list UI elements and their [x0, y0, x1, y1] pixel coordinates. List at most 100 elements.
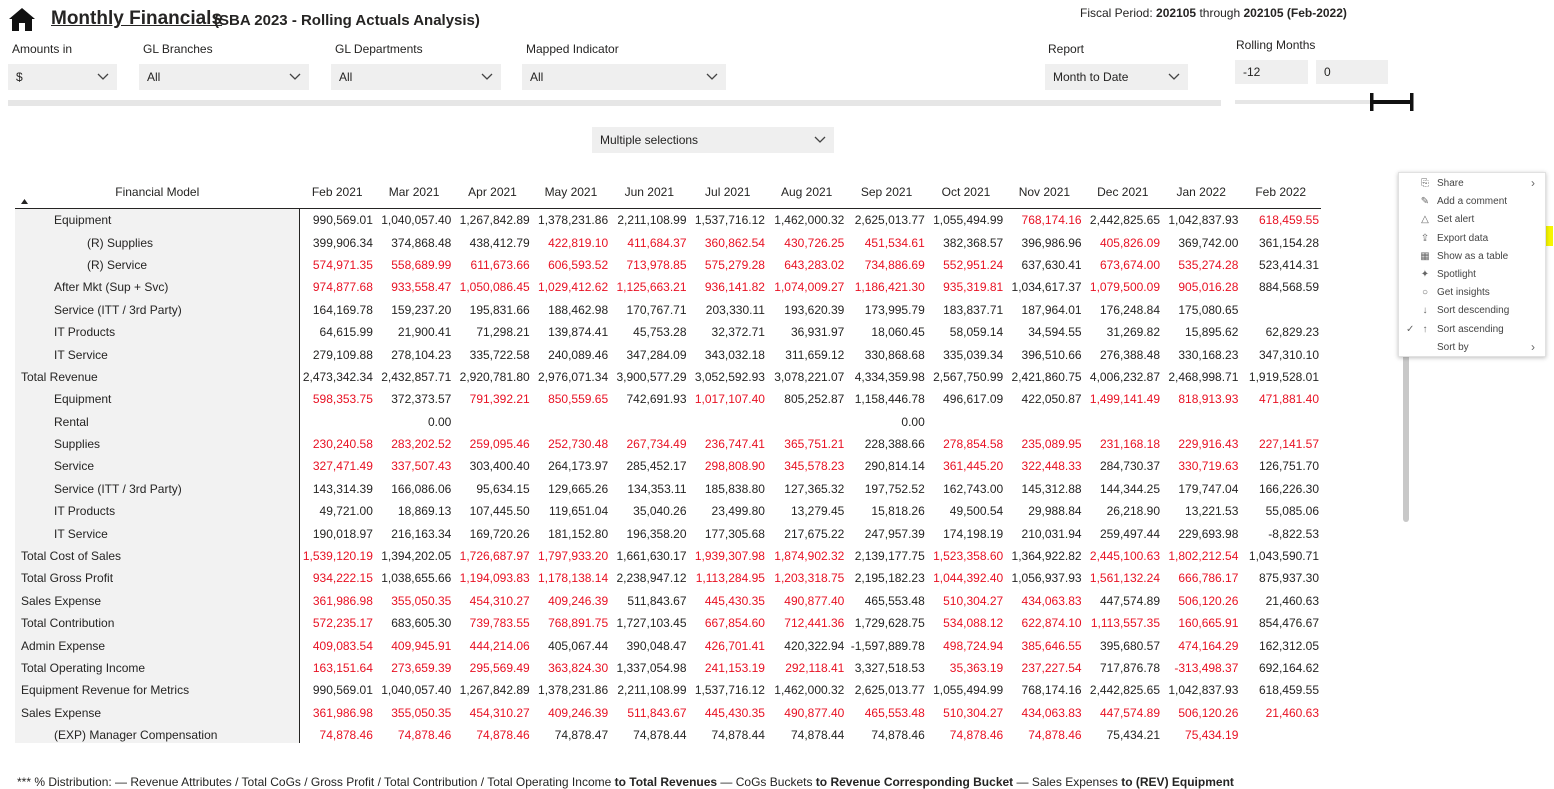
row-label: Service (ITT / 3rd Party): [15, 298, 301, 321]
table-cell: 1,874,902.32: [774, 549, 845, 564]
menu-item-sort-ascending[interactable]: ↑ Sort ascending ✓: [1399, 320, 1545, 338]
column-header[interactable]: Oct 2021: [926, 176, 1006, 209]
table-cell: 162,743.00: [943, 481, 1004, 496]
table-cell: 335,722.58: [469, 347, 530, 362]
menu-item-sort-descending[interactable]: ↓ Sort descending: [1399, 301, 1545, 319]
table-cell: 31,269.82: [1106, 325, 1160, 340]
table-cell: 712,441.36: [784, 616, 845, 631]
column-header[interactable]: May 2021: [531, 176, 611, 209]
table-cell: 267,734.49: [626, 437, 687, 452]
multi-select-dropdown[interactable]: Multiple selections: [592, 127, 834, 153]
table-cell: 1,017,107.40: [694, 392, 765, 407]
table-cell: 683,605.30: [391, 616, 452, 631]
table-cell: 259,497.44: [1099, 526, 1160, 541]
row-label: Total Cost of Sales: [15, 544, 301, 568]
table-cell: 4,006,232.87: [1089, 369, 1160, 384]
row-label: Equipment: [15, 388, 301, 411]
table-row: Equipment 990,569.01 1,040,057.40 1,267,842…: [15, 208, 1321, 232]
table-cell: 276,388.48: [1099, 347, 1160, 362]
table-row: (R) Supplies 399,906.34 374,868.48 438,412.…: [15, 231, 1321, 254]
menu-item-share[interactable]: ⎘ Share ›: [1399, 174, 1545, 192]
menu-item-show-as-a-table[interactable]: ▦ Show as a table: [1399, 247, 1545, 265]
menu-item-set-alert[interactable]: △ Set alert: [1399, 210, 1545, 228]
table-cell: 666,786.17: [1178, 571, 1239, 586]
table-cell: 337,507.43: [391, 459, 452, 474]
table-cell: 369,742.00: [1178, 235, 1239, 250]
report-dropdown[interactable]: Month to Date: [1045, 64, 1188, 90]
branches-value: All: [147, 70, 161, 84]
table-cell: 159,237.20: [391, 302, 452, 317]
column-header[interactable]: Apr 2021: [453, 176, 532, 209]
menu-item-sort-by[interactable]: Sort by ›: [1399, 338, 1545, 356]
table-cell: 465,553.48: [864, 593, 925, 608]
table-cell: 45,753.28: [633, 325, 687, 340]
menu-item-label: Spotlight: [1437, 268, 1476, 280]
table-cell: 382,368.57: [943, 235, 1004, 250]
departments-dropdown[interactable]: All: [331, 64, 501, 90]
menu-item-spotlight[interactable]: ✦ Spotlight: [1399, 265, 1545, 283]
rolling-slider-track[interactable]: [1235, 100, 1413, 104]
table-cell: 74,878.46: [871, 728, 925, 743]
menu-item-label: Sort descending: [1437, 304, 1510, 316]
branches-dropdown[interactable]: All: [139, 64, 309, 90]
mapped-dropdown[interactable]: All: [522, 64, 726, 90]
column-header[interactable]: Feb 2022: [1240, 176, 1321, 209]
table-cell: 217,675.22: [784, 526, 845, 541]
table-cell: 26,218.90: [1106, 504, 1160, 519]
table-cell: 575,279.28: [704, 257, 765, 272]
table-cell: 210,031.94: [1021, 526, 1082, 541]
table-cell: 361,986.98: [312, 705, 373, 720]
table-cell: 1,394,202.05: [381, 549, 452, 564]
amounts-dropdown[interactable]: $: [8, 64, 117, 90]
vertical-scrollbar[interactable]: [1403, 350, 1409, 522]
table-cell: 934,222.15: [312, 571, 373, 586]
table-cell: 1,050,086.45: [459, 280, 530, 295]
table-cell: 15,818.26: [871, 504, 925, 519]
menu-item-get-insights[interactable]: ○ Get insights: [1399, 283, 1545, 301]
table-cell: 195,831.66: [469, 302, 530, 317]
column-header[interactable]: Jan 2022: [1162, 176, 1241, 209]
table-cell: 434,063.83: [1021, 593, 1082, 608]
column-header[interactable]: Aug 2021: [766, 176, 847, 209]
column-header[interactable]: Jun 2021: [610, 176, 689, 209]
chevron-down-icon: [1168, 73, 1180, 80]
table-cell: 166,226.30: [1258, 481, 1319, 496]
table-cell: 143,314.39: [312, 481, 373, 496]
table-cell: 1,055,494.99: [933, 213, 1004, 228]
menu-item-export-data[interactable]: ⇪ Export data: [1399, 229, 1545, 247]
column-header[interactable]: Dec 2021: [1083, 176, 1162, 209]
table-cell: 390,048.47: [626, 638, 687, 653]
table-cell: 611,673.66: [470, 257, 530, 272]
column-header[interactable]: Sep 2021: [846, 176, 927, 209]
table-row: Total Cost of Sales 1,539,120.19 1,394,202…: [15, 544, 1321, 568]
column-header[interactable]: Jul 2021: [688, 176, 767, 209]
column-header-financial-model[interactable]: Financial Model: [15, 176, 300, 209]
table-cell: 0.00: [901, 414, 925, 429]
table-cell: 637,630.41: [1021, 257, 1082, 272]
table-cell: 330,168.23: [1178, 347, 1239, 362]
footer-bold-1: to Total Revenues: [614, 775, 718, 789]
chevron-down-icon: [706, 73, 718, 80]
slider-handle-icon[interactable]: [1368, 92, 1416, 112]
table-cell: 1,499,141.49: [1089, 392, 1160, 407]
comment-icon: ✎: [1420, 195, 1430, 207]
column-header[interactable]: Mar 2021: [374, 176, 454, 209]
table-row: Total Gross Profit 934,222.15 1,038,655.66…: [15, 567, 1321, 590]
table-cell: 1,113,557.35: [1090, 616, 1160, 631]
table-cell: 552,951.24: [943, 257, 1004, 272]
column-header[interactable]: Nov 2021: [1005, 176, 1084, 209]
rolling-max-input[interactable]: 0: [1316, 60, 1388, 84]
table-cell: 420,322.94: [784, 638, 845, 653]
table-cell: 49,721.00: [319, 504, 373, 519]
column-header[interactable]: Feb 2021: [299, 176, 375, 209]
table-cell: 163,151.64: [312, 661, 373, 675]
rolling-min-input[interactable]: -12: [1235, 60, 1308, 84]
table-cell: 330,868.68: [864, 347, 925, 362]
menu-item-add-a-comment[interactable]: ✎ Add a comment: [1399, 192, 1545, 210]
table-cell: 235,089.95: [1021, 437, 1082, 452]
table-cell: 409,083.54: [312, 638, 373, 653]
table-row: Sales Expense 361,986.98 355,050.35 454,310…: [15, 589, 1321, 613]
table-cell: 13,221.53: [1185, 504, 1239, 519]
table-cell: 372,373.57: [391, 392, 452, 407]
home-icon[interactable]: [8, 6, 36, 32]
